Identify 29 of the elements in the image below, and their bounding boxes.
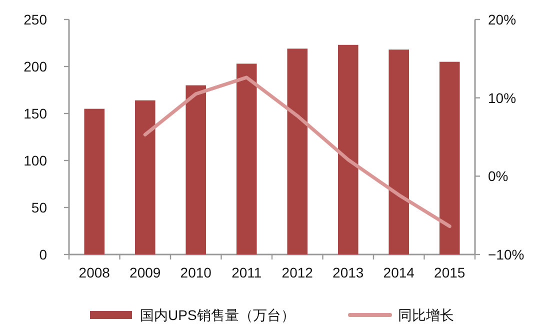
bar	[388, 50, 410, 254]
x-tick-label: 2014	[383, 264, 415, 280]
y2-tick-label: 10%	[488, 90, 516, 106]
y-tick-label: 50	[31, 200, 48, 216]
x-tick-label: 2015	[434, 264, 466, 280]
bar	[439, 62, 460, 254]
x-tick-label: 2011	[232, 264, 262, 280]
y2-tick-label: 0%	[488, 168, 508, 184]
y-tick-label: 100	[24, 152, 48, 168]
bar	[134, 100, 156, 254]
x-tick-label: 2009	[130, 264, 161, 280]
legend-label: 同比增长	[398, 307, 454, 323]
y-tick-label: 0	[39, 246, 48, 262]
x-tick-label: 2013	[332, 264, 364, 280]
bar	[84, 108, 105, 254]
bar	[287, 48, 308, 254]
bar	[236, 64, 257, 254]
x-tick-label: 2012	[282, 264, 314, 280]
legend-label: 国内UPS销售量（万台）	[140, 307, 295, 323]
y2-tick-label: −10%	[488, 246, 524, 262]
line-series	[143, 76, 452, 228]
y-tick-label: 250	[24, 12, 48, 28]
y-tick-label: 200	[24, 58, 48, 74]
x-tick-label: 2008	[78, 264, 110, 280]
bar	[186, 85, 206, 254]
y2-tick-label: 20%	[488, 12, 516, 28]
x-tick-label: 2010	[180, 264, 212, 280]
bar	[338, 44, 358, 254]
y-tick-label: 150	[24, 106, 48, 122]
